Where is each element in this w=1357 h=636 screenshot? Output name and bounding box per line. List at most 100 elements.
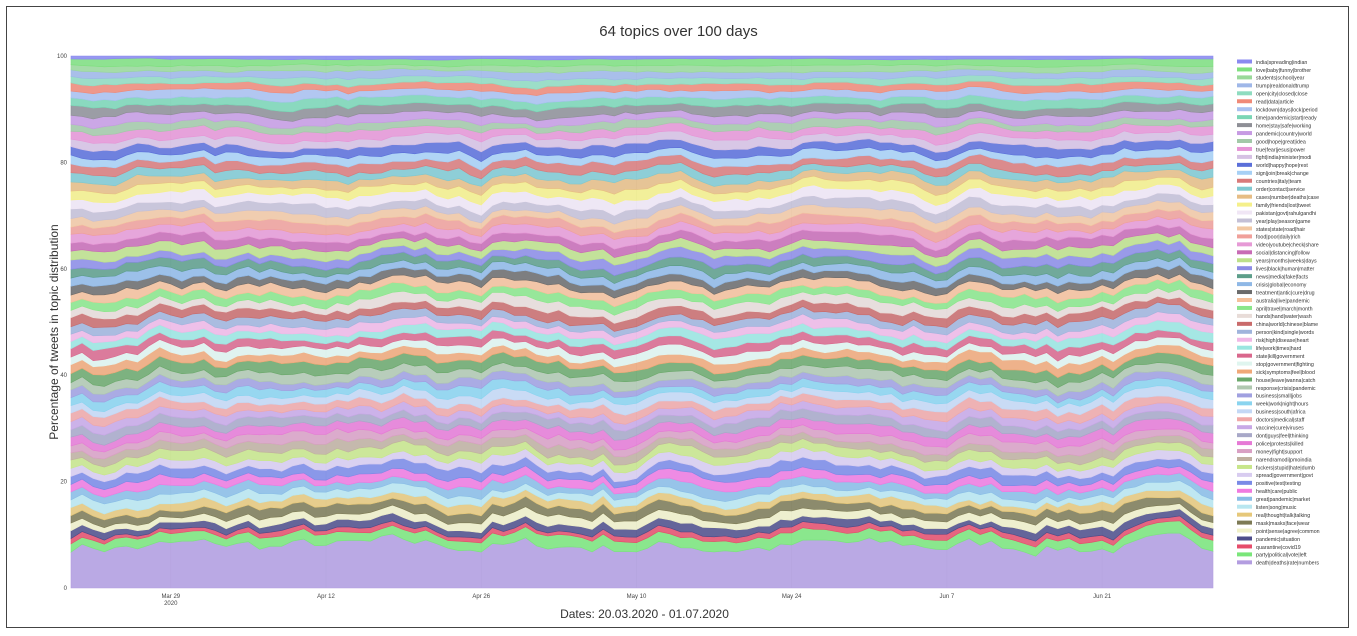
y-tick-label: 40 xyxy=(60,373,67,379)
legend-swatch xyxy=(1237,234,1252,239)
legend-label: positive|test|testing xyxy=(1256,481,1301,487)
legend-swatch xyxy=(1237,321,1252,326)
legend-swatch xyxy=(1237,313,1252,318)
legend-label: order|contact|service xyxy=(1256,187,1305,193)
legend-label: world|happy|hope|rest xyxy=(1256,163,1308,169)
legend-label: australia|live|pandemic xyxy=(1256,298,1310,304)
legend-label: years|months|weeks|days xyxy=(1256,259,1317,265)
legend-label: state|kill|government xyxy=(1256,354,1305,360)
legend-label: students|school|year xyxy=(1256,76,1305,82)
legend-label: april|travel|march|month xyxy=(1256,306,1313,312)
legend-label: treatment|antic|cure|drug xyxy=(1256,290,1315,296)
x-axis-title: Dates: 20.03.2020 - 01.07.2020 xyxy=(560,607,729,621)
legend-swatch xyxy=(1237,480,1252,485)
legend-swatch xyxy=(1237,377,1252,382)
legend-label: dont|guys|feel|thinking xyxy=(1256,433,1308,439)
legend-label: time|pandemic|start|ready xyxy=(1256,115,1317,121)
legend-label: person|kind|single|words xyxy=(1256,330,1314,336)
legend-label: death|deaths|rate|numbers xyxy=(1256,561,1319,567)
legend-label: good|hope|great|idea xyxy=(1256,139,1306,145)
legend-label: vaccine|cure|viruses xyxy=(1256,426,1304,432)
legend-label: doctors|medical|staff xyxy=(1256,418,1305,424)
legend-label: news|media|fake|facts xyxy=(1256,274,1308,280)
legend-label: money|fight|support xyxy=(1256,449,1303,455)
legend-swatch xyxy=(1237,369,1252,374)
legend-swatch xyxy=(1237,449,1252,454)
legend-swatch xyxy=(1237,464,1252,469)
legend-label: party|political|vote|left xyxy=(1256,553,1307,559)
legend-swatch xyxy=(1237,115,1252,120)
legend-swatch xyxy=(1237,258,1252,263)
legend-label: quarantine|covid19 xyxy=(1256,545,1301,551)
y-tick-label: 60 xyxy=(60,267,67,273)
legend-swatch xyxy=(1237,194,1252,199)
legend-swatch xyxy=(1237,417,1252,422)
legend-label: house|leave|wanna|catch xyxy=(1256,378,1316,384)
legend-label: social|distancing|follow xyxy=(1256,251,1310,257)
legend-label: pakistan|govt|rahulgandhi xyxy=(1256,211,1316,217)
legend-swatch xyxy=(1237,186,1252,191)
legend-label: open|city|closed|close xyxy=(1256,92,1308,98)
legend-swatch xyxy=(1237,274,1252,279)
legend-swatch xyxy=(1237,401,1252,406)
legend-label: cases|number|deaths|case xyxy=(1256,195,1319,201)
x-tick-label: Jun 7 xyxy=(940,594,955,600)
legend-label: year|play|season|game xyxy=(1256,219,1311,225)
legend-swatch xyxy=(1237,488,1252,493)
figure-frame: 64 topics over 100 days Percentage of tw… xyxy=(6,6,1349,628)
x-tick-label: Jun 21 xyxy=(1093,594,1112,600)
legend-swatch xyxy=(1237,123,1252,128)
legend-label: narendramodi|pmoindia xyxy=(1256,457,1312,463)
legend-swatch xyxy=(1237,544,1252,549)
legend-label: pandemic|country|world xyxy=(1256,131,1312,137)
legend-swatch xyxy=(1237,210,1252,215)
legend-swatch xyxy=(1237,107,1252,112)
legend-label: hands|hand|water|wash xyxy=(1256,314,1312,320)
legend-label: risk|high|disease|heart xyxy=(1256,338,1309,344)
legend-swatch xyxy=(1237,91,1252,96)
legend-swatch xyxy=(1237,520,1252,525)
legend-label: read|data|article xyxy=(1256,100,1294,106)
legend-label: listen|song|music xyxy=(1256,505,1297,511)
legend-swatch xyxy=(1237,345,1252,350)
legend-label: home|stay|safe|working xyxy=(1256,123,1311,129)
legend-swatch xyxy=(1237,536,1252,541)
legend-swatch xyxy=(1237,250,1252,255)
legend-label: response|crisis|pandemic xyxy=(1256,386,1316,392)
legend-swatch xyxy=(1237,59,1252,64)
legend-label: india|spreading|indian xyxy=(1256,60,1307,66)
legend-swatch xyxy=(1237,218,1252,223)
y-tick-label: 0 xyxy=(64,586,68,592)
legend-swatch xyxy=(1237,298,1252,302)
legend-label: states|state|road|hair xyxy=(1256,227,1305,233)
legend-label: sign|join|break|change xyxy=(1256,171,1309,177)
legend-label: crisis|global|economy xyxy=(1256,282,1307,288)
legend-label: great|pandemic|market xyxy=(1256,497,1311,503)
legend-swatch xyxy=(1237,552,1252,557)
legend-label: trump|realdonaldtrump xyxy=(1256,84,1309,90)
legend-swatch xyxy=(1237,75,1252,80)
x-tick-label: Apr 12 xyxy=(317,594,335,600)
legend-swatch xyxy=(1237,146,1252,151)
legend-label: spread|government|govt xyxy=(1256,473,1313,479)
legend-swatch xyxy=(1237,329,1252,334)
legend-label: business|south|africa xyxy=(1256,410,1306,416)
legend-swatch xyxy=(1237,441,1252,446)
legend-label: family|friends|lost|tweet xyxy=(1256,203,1311,209)
legend-swatch xyxy=(1237,99,1252,104)
legend-label: china|world|chinese|blame xyxy=(1256,322,1318,328)
legend-swatch xyxy=(1237,496,1252,501)
legend-label: week|work|night|hours xyxy=(1256,402,1309,408)
legend-label: mask|masks|face|wear xyxy=(1256,521,1310,527)
legend-label: health|care|public xyxy=(1256,489,1298,495)
legend-label: point|sense|agree|common xyxy=(1256,529,1320,535)
legend-swatch xyxy=(1237,337,1252,342)
legend-swatch xyxy=(1237,353,1252,358)
legend-label: fuckers|stupid|hate|dumb xyxy=(1256,465,1315,471)
legend-swatch xyxy=(1237,170,1252,175)
legend-swatch xyxy=(1237,472,1252,477)
legend-swatch xyxy=(1237,67,1252,72)
legend-label: video|youtube|check|share xyxy=(1256,243,1319,249)
legend-swatch xyxy=(1237,409,1252,414)
legend-swatch xyxy=(1237,393,1252,398)
